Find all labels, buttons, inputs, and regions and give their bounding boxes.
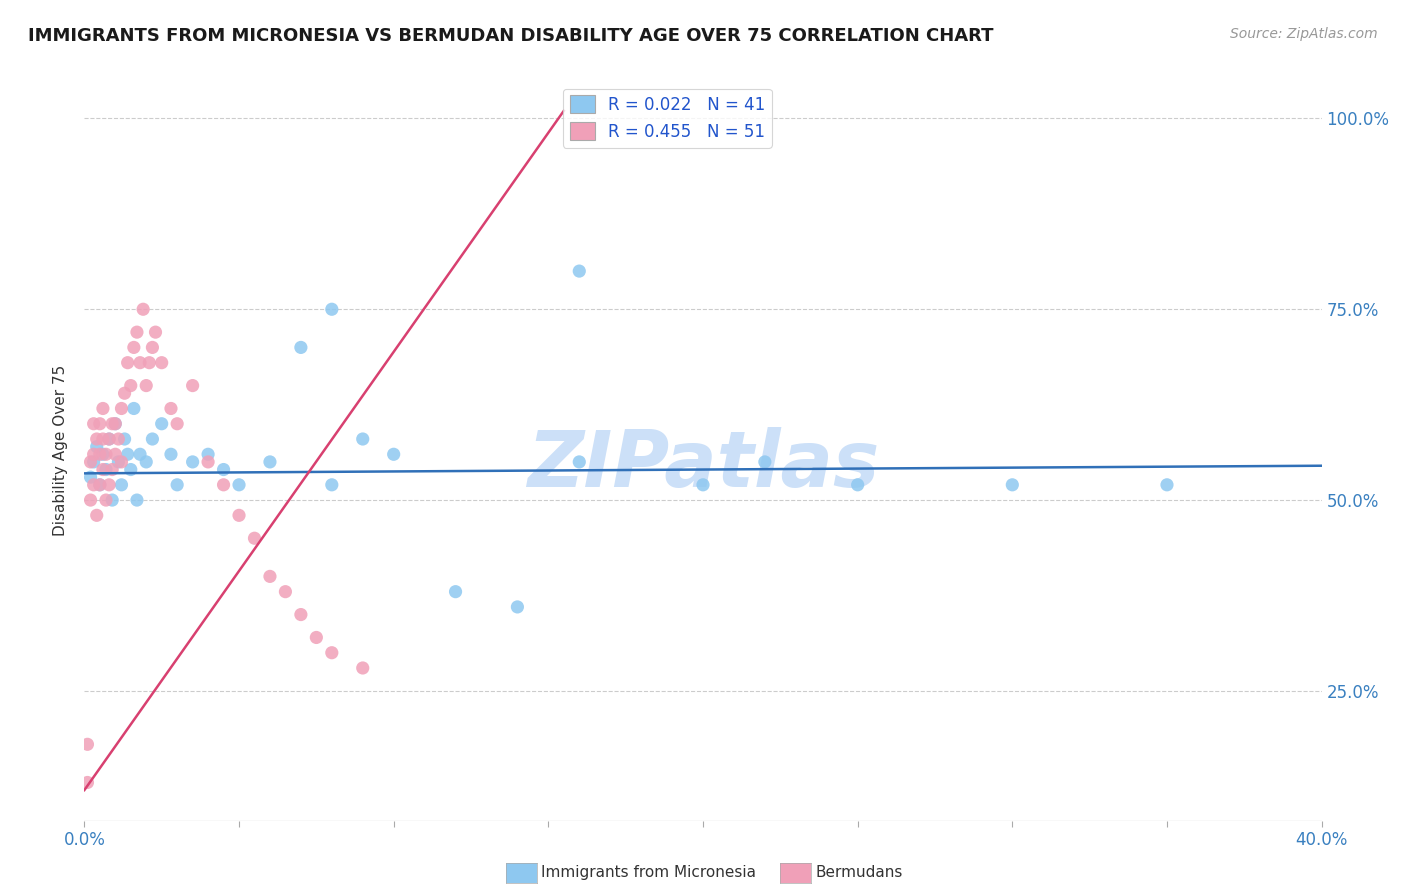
Point <box>181 455 204 469</box>
Point <box>76 737 98 751</box>
Point <box>197 447 219 461</box>
Point <box>568 264 591 278</box>
Point <box>110 478 132 492</box>
Point <box>259 569 281 583</box>
Point <box>166 417 188 431</box>
Point <box>79 493 101 508</box>
Point <box>117 356 139 370</box>
Point <box>104 417 127 431</box>
Point <box>129 447 152 461</box>
Point <box>141 432 163 446</box>
Point <box>83 417 105 431</box>
Text: ZIPatlas: ZIPatlas <box>527 427 879 503</box>
Point <box>1001 478 1024 492</box>
Point <box>290 607 312 622</box>
Point <box>125 493 148 508</box>
Point <box>83 447 105 461</box>
Point <box>110 455 132 469</box>
Point <box>135 378 157 392</box>
Point <box>104 417 127 431</box>
Point <box>160 401 183 416</box>
Point <box>120 462 142 476</box>
Point <box>150 417 173 431</box>
Point <box>86 432 108 446</box>
Point <box>110 401 132 416</box>
Point <box>89 447 111 461</box>
Point <box>846 478 869 492</box>
Text: Bermudans: Bermudans <box>815 865 903 880</box>
Point <box>79 470 101 484</box>
Point <box>86 508 108 523</box>
Point <box>132 302 155 317</box>
Point <box>91 462 114 476</box>
Point <box>122 401 145 416</box>
Legend: R = 0.022   N = 41, R = 0.455   N = 51: R = 0.022 N = 41, R = 0.455 N = 51 <box>562 88 772 147</box>
Point <box>692 478 714 492</box>
Y-axis label: Disability Age Over 75: Disability Age Over 75 <box>53 365 69 536</box>
Point <box>160 447 183 461</box>
Point <box>120 378 142 392</box>
Point <box>101 493 124 508</box>
Point <box>506 599 529 614</box>
Point <box>138 356 160 370</box>
Point <box>228 478 250 492</box>
Point <box>243 531 266 545</box>
Point <box>89 417 111 431</box>
Point <box>305 631 328 645</box>
Point <box>89 478 111 492</box>
Point <box>259 455 281 469</box>
Point <box>107 432 129 446</box>
Point <box>141 340 163 354</box>
Point <box>125 325 148 339</box>
Point <box>166 478 188 492</box>
Point <box>352 432 374 446</box>
Point <box>274 584 297 599</box>
Point <box>98 432 121 446</box>
Point <box>754 455 776 469</box>
Text: Source: ZipAtlas.com: Source: ZipAtlas.com <box>1230 27 1378 41</box>
Text: Immigrants from Micronesia: Immigrants from Micronesia <box>541 865 756 880</box>
Point <box>197 455 219 469</box>
Point <box>444 584 467 599</box>
Point <box>290 340 312 354</box>
Point <box>91 432 114 446</box>
Point <box>83 455 105 469</box>
Point <box>94 493 117 508</box>
Point <box>114 432 136 446</box>
Point <box>104 447 127 461</box>
Point <box>122 340 145 354</box>
Point <box>1156 478 1178 492</box>
Point <box>145 325 167 339</box>
Point <box>321 302 343 317</box>
Point <box>150 356 173 370</box>
Point <box>382 447 405 461</box>
Point <box>117 447 139 461</box>
Point <box>321 646 343 660</box>
Point <box>76 775 98 789</box>
Point <box>212 478 235 492</box>
Point <box>101 417 124 431</box>
Point <box>101 462 124 476</box>
Point <box>129 356 152 370</box>
Point <box>321 478 343 492</box>
Point <box>352 661 374 675</box>
Point <box>91 447 114 461</box>
Text: IMMIGRANTS FROM MICRONESIA VS BERMUDAN DISABILITY AGE OVER 75 CORRELATION CHART: IMMIGRANTS FROM MICRONESIA VS BERMUDAN D… <box>28 27 994 45</box>
Point <box>94 462 117 476</box>
Point <box>212 462 235 476</box>
Point <box>89 478 111 492</box>
Point <box>107 455 129 469</box>
Point <box>83 478 105 492</box>
Point <box>98 432 121 446</box>
Point <box>94 447 117 461</box>
Point <box>568 455 591 469</box>
Point <box>135 455 157 469</box>
Point <box>181 378 204 392</box>
Point <box>79 455 101 469</box>
Point <box>91 401 114 416</box>
Point <box>98 478 121 492</box>
Point <box>114 386 136 401</box>
Point <box>228 508 250 523</box>
Point <box>86 440 108 454</box>
